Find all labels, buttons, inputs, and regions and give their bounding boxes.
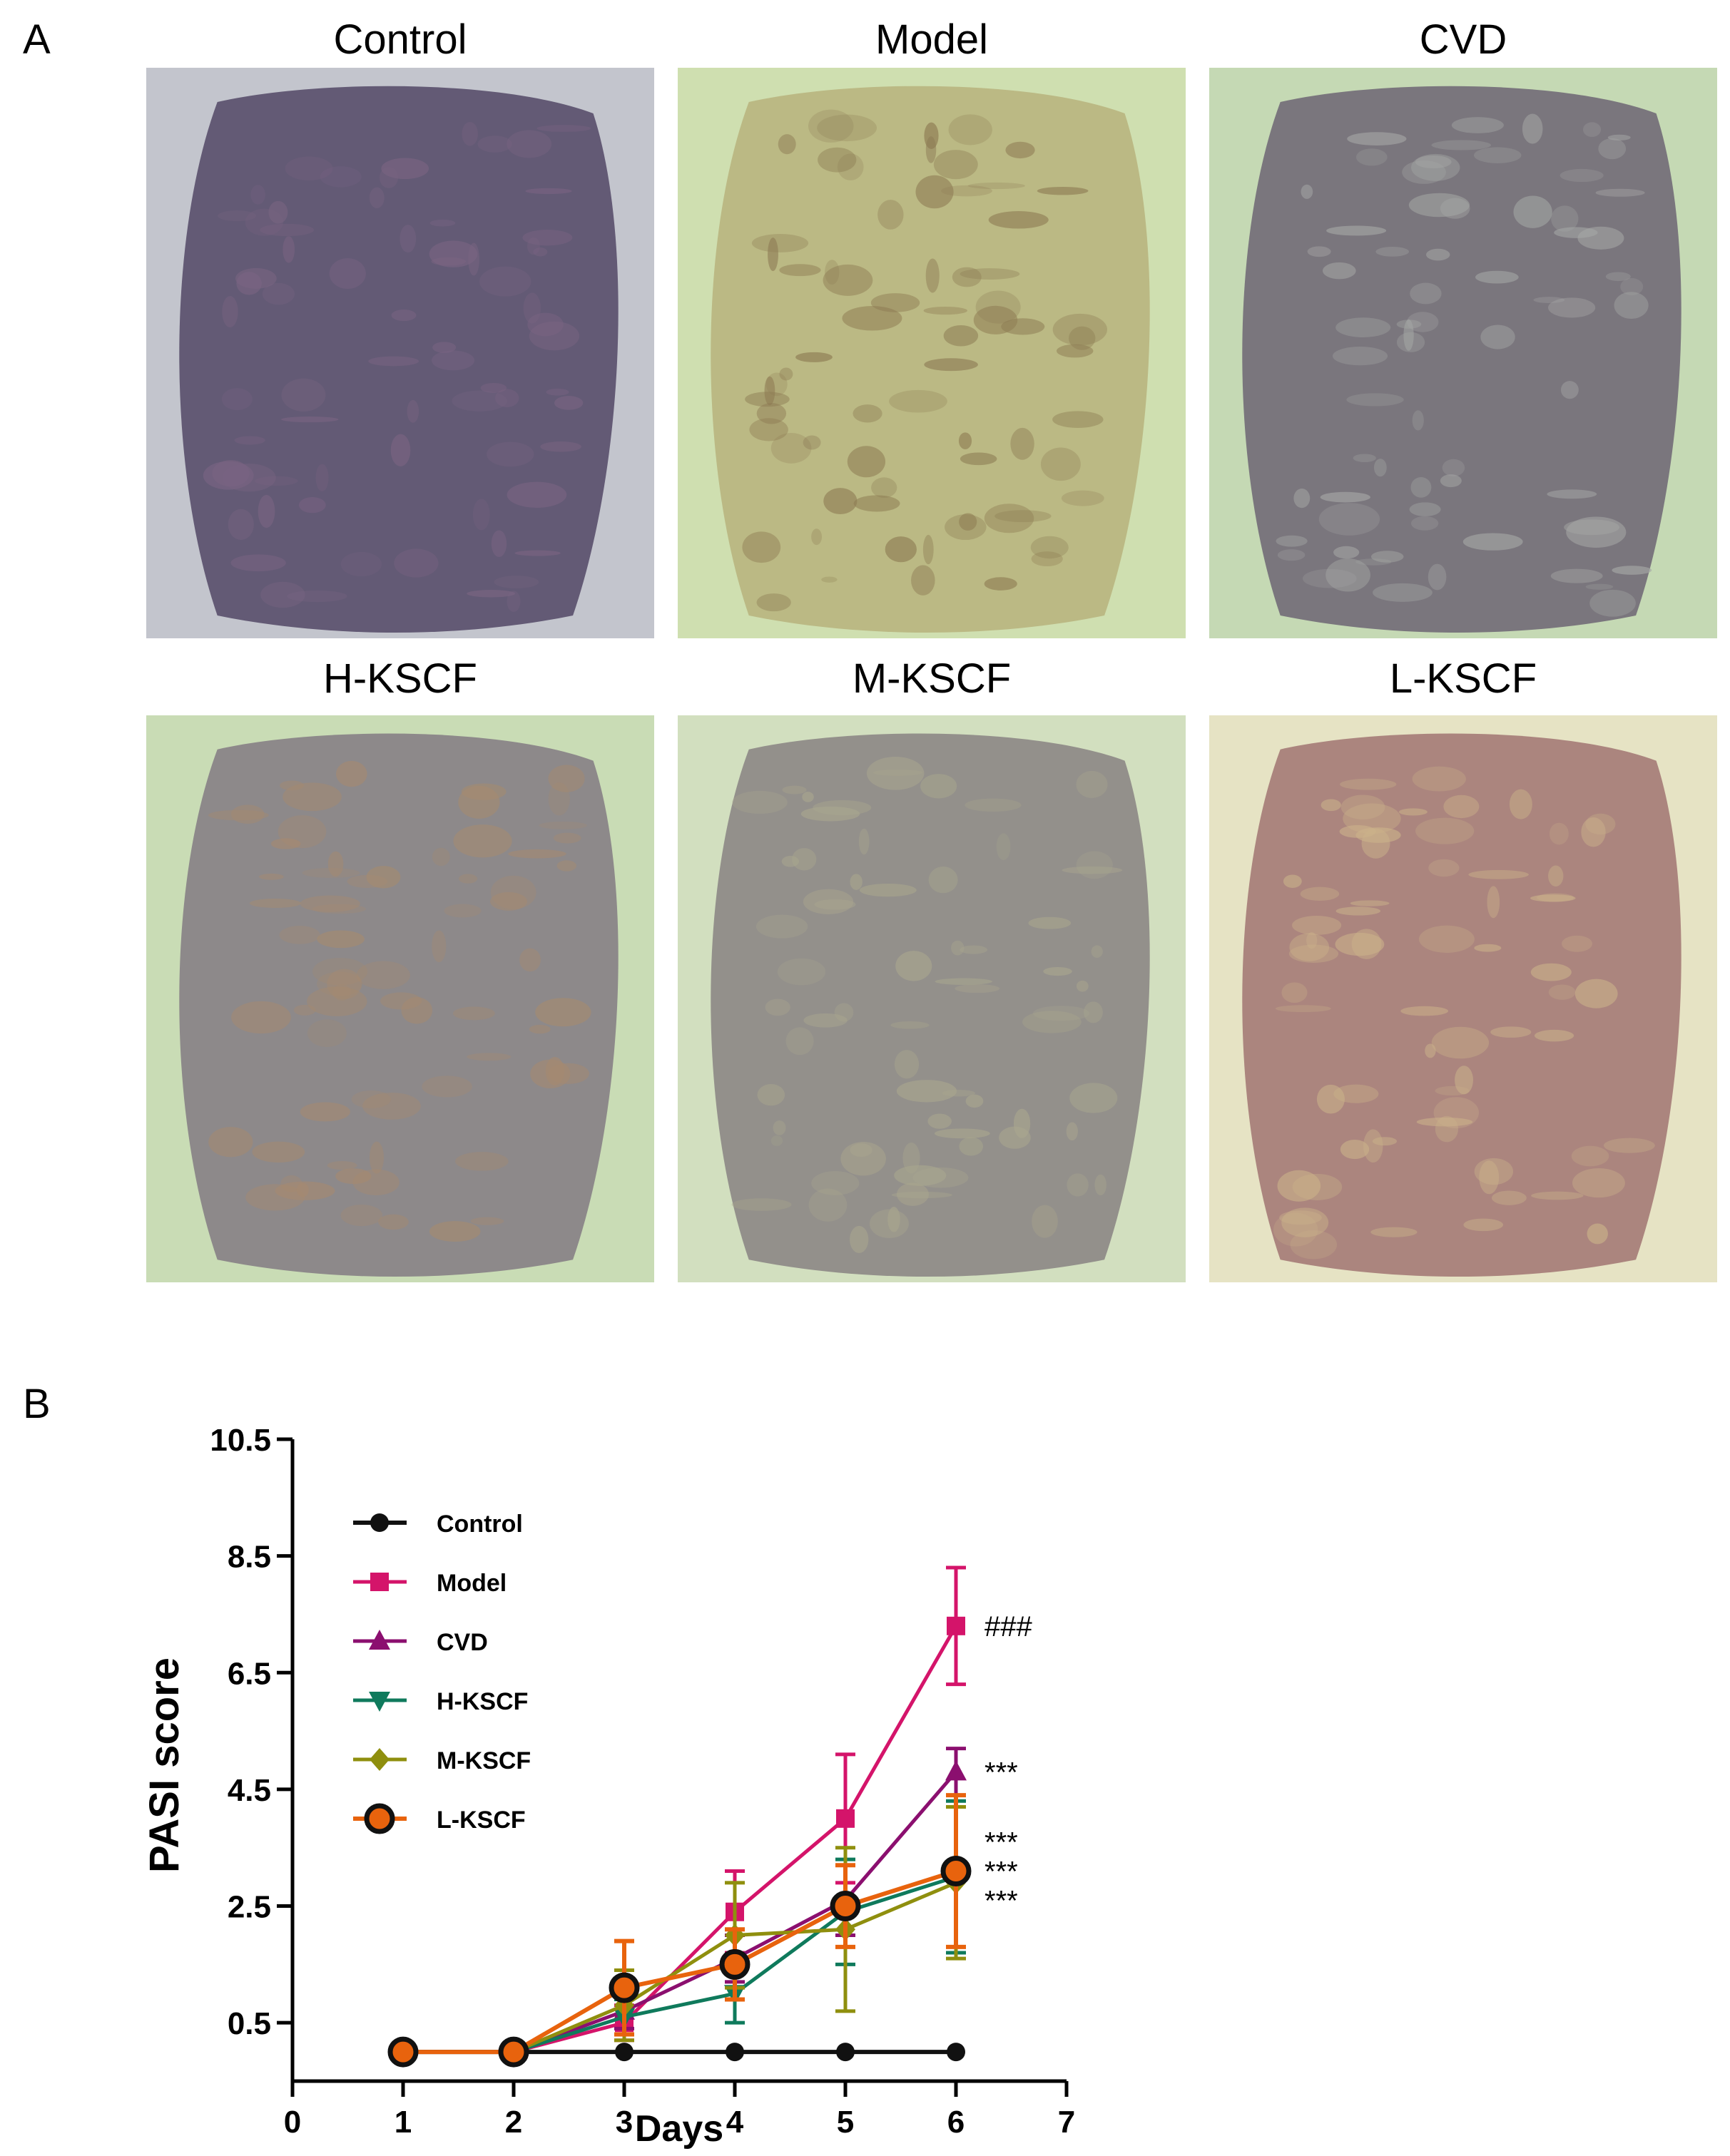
- significance-annotation: ***: [984, 1827, 1018, 1859]
- legend-label: Model: [437, 1570, 507, 1597]
- photo-title-control: Control: [333, 16, 467, 63]
- legend-label: CVD: [437, 1629, 488, 1656]
- data-point-marker: [836, 2043, 855, 2062]
- data-point-marker: [609, 1972, 640, 2003]
- data-point-marker: [726, 2043, 744, 2062]
- photo-model: [678, 68, 1186, 638]
- legend-label: Control: [437, 1511, 523, 1538]
- data-point-marker: [369, 1630, 390, 1650]
- chart-annotations: ###************: [984, 1611, 1032, 1917]
- data-point-marker: [387, 2036, 419, 2068]
- y-tick-label: 10.5: [210, 1423, 271, 1458]
- series-layer: [387, 1565, 972, 2068]
- chart-legend: Control Model CVD H-KSCF M-KSCF L-KSCF: [353, 1511, 531, 1834]
- photo-title-m-kscf: M-KSCF: [852, 655, 1012, 702]
- series-m-kscf: [393, 1804, 966, 2064]
- x-tick-label: 2: [505, 2105, 522, 2140]
- series-l-kscf: [387, 1793, 972, 2068]
- x-tick-label: 3: [616, 2105, 633, 2140]
- series-h-kscf: [392, 1799, 967, 2064]
- pasi-line-chart: 0.5 2.5 4.5 6.5 8.5 10.5 0 1 2 3 4 5 6 7 Control Model…: [141, 1423, 1075, 2150]
- y-tick-label: 6.5: [228, 1656, 271, 1691]
- data-point-marker: [945, 1760, 967, 1781]
- x-tick-label: 0: [284, 2105, 301, 2140]
- data-point-marker: [370, 1573, 389, 1591]
- legend-label: H-KSCF: [437, 1688, 528, 1715]
- photo-title-l-kscf: L-KSCF: [1389, 655, 1537, 702]
- photo-m-kscf: [678, 715, 1186, 1282]
- data-point-marker: [370, 1513, 389, 1532]
- data-point-marker: [836, 1809, 855, 1828]
- skin-region: [1242, 86, 1681, 633]
- y-tick-label: 0.5: [228, 2006, 271, 2041]
- photo-image: [678, 715, 1186, 1282]
- data-point-marker: [364, 1803, 395, 1834]
- panel-a-letter: A: [23, 16, 51, 63]
- photo-image: [678, 68, 1186, 638]
- legend-label: M-KSCF: [437, 1747, 531, 1774]
- data-point-marker: [615, 2043, 634, 2062]
- data-point-marker: [369, 1692, 390, 1712]
- x-tick-label: 6: [947, 2105, 965, 2140]
- data-point-marker: [370, 1748, 390, 1771]
- photo-image: [1209, 68, 1717, 638]
- photo-l-kscf: [1209, 715, 1717, 1282]
- x-tick-label: 4: [726, 2105, 744, 2140]
- series-line: [403, 1869, 957, 2055]
- x-tick-label: 7: [1058, 2105, 1075, 2140]
- skin-region: [711, 733, 1150, 1277]
- panel-b-letter: B: [23, 1381, 51, 1427]
- photo-title-h-kscf: H-KSCF: [323, 655, 477, 702]
- y-tick-label: 4.5: [228, 1773, 271, 1808]
- significance-annotation: ***: [984, 1885, 1018, 1916]
- series-line: [403, 1875, 957, 2054]
- data-point-marker: [940, 1855, 972, 1886]
- y-tick-label: 8.5: [228, 1540, 271, 1575]
- significance-annotation: ***: [984, 1757, 1018, 1788]
- photo-title-model: Model: [875, 16, 988, 63]
- data-point-marker: [719, 1948, 750, 1980]
- data-point-marker: [830, 1891, 861, 1922]
- significance-annotation: ***: [984, 1856, 1018, 1887]
- photo-title-cvd: CVD: [1419, 16, 1507, 63]
- legend-label: L-KSCF: [437, 1807, 526, 1834]
- significance-annotation: ###: [984, 1611, 1032, 1642]
- series-cvd: [392, 1747, 967, 2061]
- photo-image: [146, 715, 654, 1282]
- x-tick-label: 1: [395, 2105, 412, 2140]
- photo-image: [146, 68, 654, 638]
- x-axis-label: Days: [635, 2108, 723, 2150]
- photo-h-kscf: [146, 715, 654, 1282]
- chart-axes: 0.5 2.5 4.5 6.5 8.5 10.5 0 1 2 3 4 5 6 7: [210, 1423, 1075, 2140]
- photo-control: [146, 68, 654, 638]
- photo-image: [1209, 715, 1717, 1282]
- y-axis-label: PASI score: [141, 1657, 188, 1873]
- x-tick-label: 5: [837, 2105, 854, 2140]
- y-tick-label: 2.5: [228, 1890, 271, 1925]
- photo-cvd: [1209, 68, 1717, 638]
- data-point-marker: [947, 2043, 965, 2062]
- data-point-marker: [947, 1616, 965, 1635]
- data-point-marker: [498, 2036, 529, 2068]
